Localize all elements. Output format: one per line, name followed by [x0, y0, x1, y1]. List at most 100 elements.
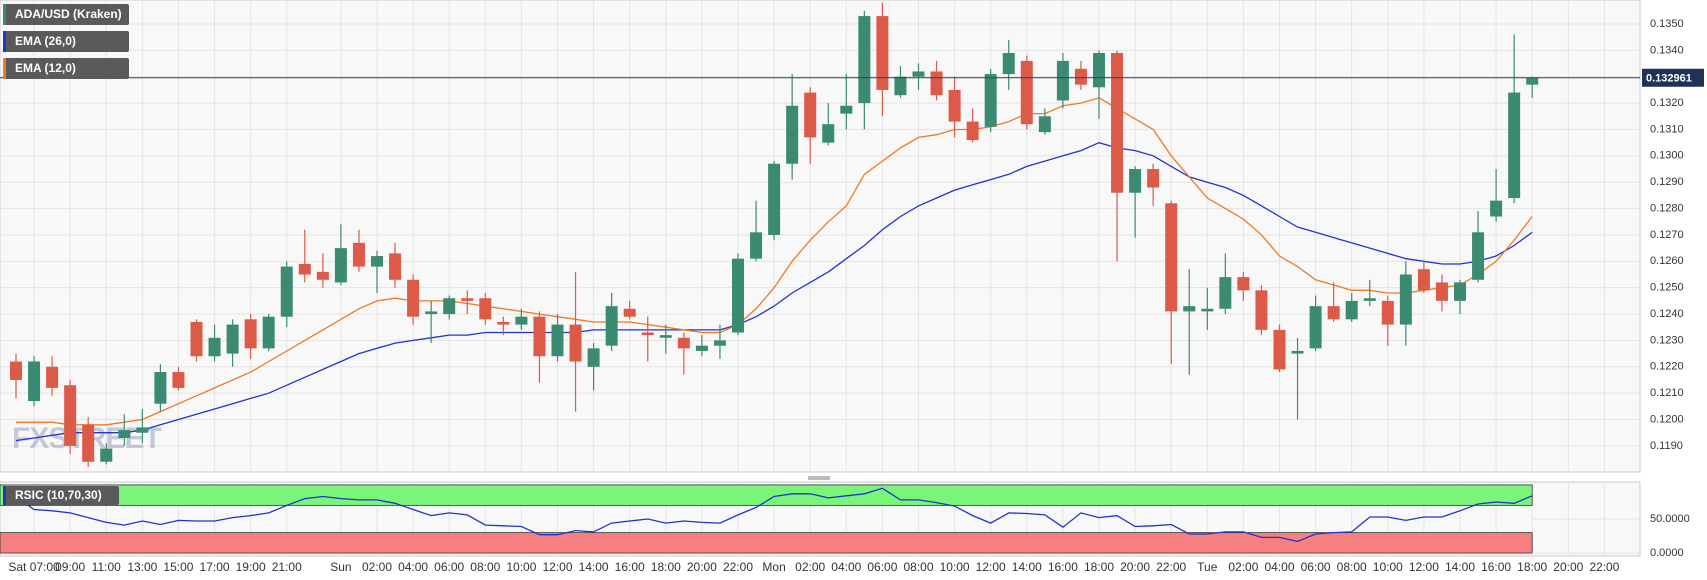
candle-body — [334, 248, 347, 283]
x-tick-label: 04:00 — [1264, 560, 1294, 574]
candle-body — [244, 319, 257, 349]
x-tick-label: 18:00 — [1517, 560, 1547, 574]
x-tick-label: 10:00 — [940, 560, 970, 574]
x-tick-label: 13:00 — [127, 560, 157, 574]
candle-body — [1020, 60, 1033, 125]
y-tick-label: 0.1270 — [1650, 229, 1684, 241]
candle-body — [533, 316, 546, 357]
candle-body — [1038, 116, 1051, 133]
candle-body — [894, 76, 907, 96]
x-tick-label: 06:00 — [867, 560, 897, 574]
ema-line — [15, 142, 1533, 442]
candle-body — [352, 242, 365, 267]
candle-body — [1093, 53, 1105, 88]
y-tick-label: 0.1220 — [1650, 361, 1684, 373]
candle-body — [623, 308, 636, 317]
x-tick-label: Sat 07:00 — [8, 560, 60, 574]
candle-body — [1129, 169, 1142, 193]
candle-body — [407, 279, 420, 317]
y-tick-label: 0.1230 — [1650, 334, 1684, 346]
rsi-band — [0, 532, 1533, 554]
y-tick-label: 0.1210 — [1650, 387, 1684, 399]
x-tick-label: 08:00 — [470, 560, 500, 574]
x-tick-label: 20:00 — [687, 560, 717, 574]
y-tick-label: 0.1320 — [1650, 97, 1684, 109]
candle-body — [425, 311, 438, 315]
candle-body — [118, 430, 131, 438]
candle-body — [1363, 298, 1376, 301]
candle-body — [858, 16, 871, 104]
candle-body — [804, 92, 817, 138]
candle-body — [750, 232, 763, 259]
x-tick-label: 04:00 — [398, 560, 428, 574]
ema-line — [16, 97, 1533, 426]
x-tick-label: 12:00 — [1409, 560, 1439, 574]
x-tick-label: 14:00 — [579, 560, 609, 574]
candle-body — [82, 424, 95, 462]
candle-body — [280, 266, 293, 317]
x-tick-label: 06:00 — [1301, 560, 1331, 574]
candle-body — [1056, 60, 1069, 101]
x-tick-label: 15:00 — [163, 560, 193, 574]
legend-box — [3, 31, 129, 52]
x-tick-label: 14:00 — [1012, 560, 1042, 574]
candle-body — [64, 385, 77, 446]
y-tick-label: 0.1350 — [1650, 18, 1684, 30]
legend-swatch — [3, 31, 6, 52]
x-tick-label: Mon — [762, 560, 785, 574]
candle-body — [461, 298, 474, 301]
candles — [10, 2, 1539, 467]
candle-body — [1074, 68, 1087, 85]
y-tick-label: 0.1250 — [1650, 282, 1684, 294]
candle-body — [768, 163, 781, 235]
candle-body — [100, 448, 113, 462]
candle-body — [1237, 277, 1250, 291]
x-tick-label: 16:00 — [1048, 560, 1078, 574]
x-tick-label: Sun — [330, 560, 351, 574]
legend-swatch — [3, 486, 6, 505]
candle-body — [984, 74, 997, 127]
candle-body — [713, 340, 726, 346]
x-tick-label: 22:00 — [1589, 560, 1619, 574]
x-tick-label: 20:00 — [1120, 560, 1150, 574]
legend-box — [3, 486, 119, 505]
legend-swatch — [3, 58, 6, 79]
candle-body — [154, 372, 167, 404]
candle-body — [569, 324, 582, 362]
candle-body — [1454, 282, 1466, 301]
candle-body — [1219, 277, 1232, 309]
x-tick-label: 19:00 — [236, 560, 266, 574]
ema-lines — [15, 97, 1533, 442]
candle-body — [1201, 308, 1214, 312]
candle-body — [695, 345, 708, 351]
legend-label: ADA/USD (Kraken) — [15, 7, 122, 21]
legend: ADA/USD (Kraken) EMA (26,0) EMA (12,0) — [3, 4, 129, 79]
x-tick-label: Tue — [1197, 560, 1218, 574]
x-tick-label: 16:00 — [615, 560, 645, 574]
candle-body — [605, 306, 618, 346]
candle-body — [1002, 53, 1015, 75]
x-tick-label: 12:00 — [976, 560, 1006, 574]
candle-body — [208, 337, 221, 357]
candle-body — [912, 71, 925, 77]
x-tick-label: 22:00 — [723, 560, 753, 574]
candle-body — [948, 89, 961, 122]
candle-body — [677, 337, 690, 349]
x-tick-label: 11:00 — [92, 560, 121, 574]
candle-body — [1345, 300, 1358, 320]
candle-body — [1381, 300, 1394, 325]
candle-body — [1508, 92, 1521, 199]
candle-body — [316, 271, 329, 280]
candle-body — [515, 316, 528, 325]
x-tick-label: 02:00 — [795, 560, 825, 574]
x-tick-label: 04:00 — [831, 560, 861, 574]
candle-body — [479, 298, 492, 320]
candle-body — [1183, 306, 1196, 312]
candle-body — [659, 335, 672, 338]
candle-body — [732, 258, 744, 333]
candle-body — [172, 372, 185, 388]
y-tick-label: 0.1310 — [1650, 123, 1684, 135]
candle-body — [226, 324, 239, 354]
